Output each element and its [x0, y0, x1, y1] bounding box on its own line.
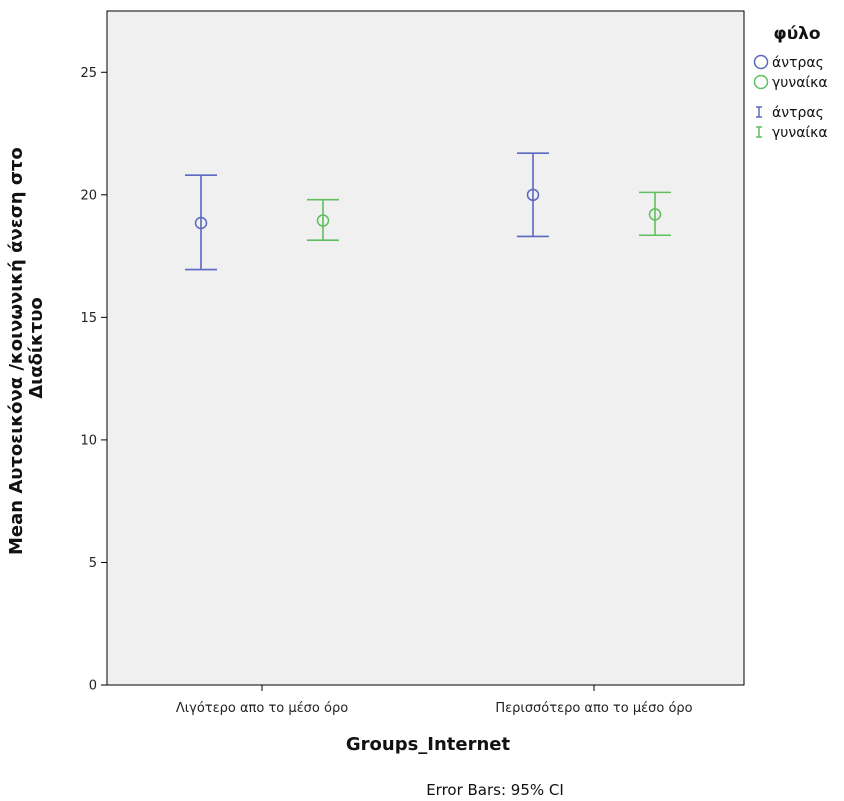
- mean-point: [526, 188, 540, 202]
- y-tick-label: 15: [80, 311, 97, 326]
- x-axis-title: Groups_Internet: [346, 734, 511, 755]
- y-tick-label: 20: [80, 188, 97, 203]
- y-tick-label: 10: [80, 433, 97, 448]
- y-tick-label: 0: [89, 679, 97, 694]
- y-axis: 0 5 10 15 20 25: [80, 66, 107, 694]
- legend-label: γυναίκα: [772, 75, 828, 91]
- x-axis: Λιγότερο απο το μέσο όρο Περισσότερο απο …: [176, 685, 693, 716]
- mean-point: [316, 214, 330, 227]
- y-tick-label: 25: [80, 66, 97, 81]
- legend-label: άντρας: [772, 55, 824, 71]
- series-layer: [185, 152, 671, 271]
- x-category-label: Περισσότερο απο το μέσο όρο: [495, 701, 692, 716]
- mean-point: [194, 216, 208, 230]
- legend-marker-circle: [753, 54, 769, 70]
- y-axis-title: Mean Αυτοεικόνα /κοινωνική άνεση στο Δια…: [6, 141, 47, 555]
- legend: φύλο άντρας γυναίκα άντρας γυναίκα: [753, 24, 828, 141]
- x-category-label: Λιγότερο απο το μέσο όρο: [176, 701, 348, 716]
- plot-background: [106, 10, 745, 686]
- y-axis-title-line-1: Mean Αυτοεικόνα /κοινωνική άνεση στο: [6, 147, 27, 555]
- legend-title: φύλο: [773, 24, 820, 44]
- legend-marker-circle: [753, 74, 769, 90]
- mean-point: [648, 208, 662, 221]
- y-tick-label: 5: [89, 556, 97, 571]
- legend-label: γυναίκα: [772, 125, 828, 141]
- y-axis-title-line-2: Διαδίκτυο: [26, 297, 47, 399]
- legend-label: άντρας: [772, 105, 824, 121]
- error-bars-note: Error Bars: 95% CI: [426, 781, 564, 799]
